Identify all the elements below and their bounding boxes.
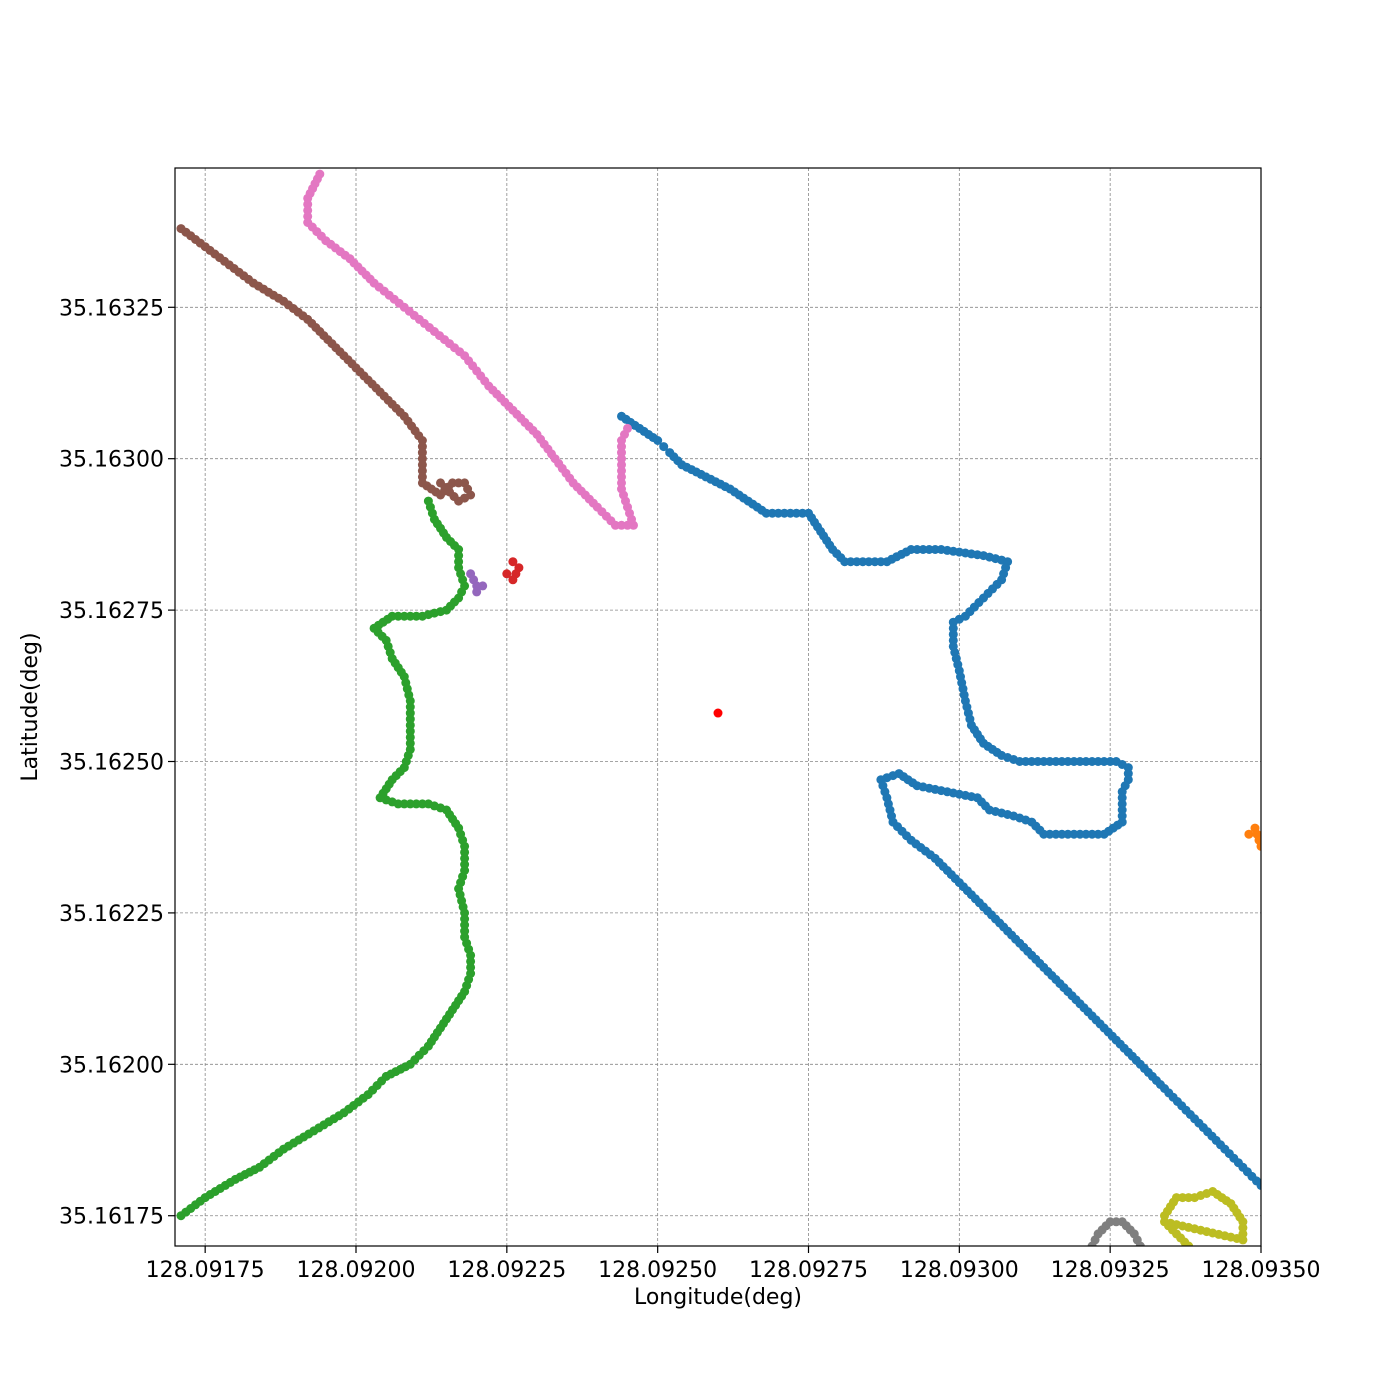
y-axis-ticks: 35.16175 35.16200 35.16225 35.16250 35.16275… [59,296,175,1230]
x-tick-label: 128.09250 [598,1258,717,1283]
y-tick-label: 35.16325 [59,296,164,321]
series-3 [176,496,476,1221]
data-point [1244,829,1254,839]
data-point [423,496,433,506]
x-tick-label: 128.09225 [447,1258,566,1283]
y-tick-label: 35.16275 [59,599,164,624]
y-tick-label: 35.16225 [59,902,164,927]
center-point [713,708,723,718]
y-tick-label: 35.16250 [59,751,164,776]
data-point [1135,1241,1145,1246]
x-tick-label: 128.09200 [297,1258,416,1283]
data-point [478,581,488,591]
data-point [472,587,482,597]
plot-area [176,169,1261,1246]
series-2 [1244,823,1261,851]
series-5 [466,569,488,597]
data-point [436,478,445,488]
data-point [659,442,669,452]
x-axis-ticks: 128.09175 128.09200 128.09225 128.09250 128.… [146,1246,1321,1283]
series-1 [617,411,1261,1190]
plot-frame [174,167,1262,1247]
series-6 [176,224,476,506]
data-points [176,169,1261,1246]
y-axis-label: Latitude(deg) [18,632,43,781]
series-7 [303,169,638,530]
y-tick-label: 35.16300 [59,448,164,473]
series-9 [1160,1187,1248,1246]
series-8 [1087,1217,1145,1246]
data-point [508,575,518,585]
data-point [1256,841,1261,851]
x-tick-label: 128.09175 [146,1258,265,1283]
data-point [508,557,518,567]
series-4 [502,557,524,585]
x-axis-label: Longitude(deg) [634,1285,802,1310]
data-point [623,423,632,433]
y-tick-label: 35.16175 [59,1205,164,1230]
data-point [1184,1241,1194,1246]
x-tick-label: 128.09275 [749,1258,868,1283]
x-tick-label: 128.09325 [1051,1258,1170,1283]
data-point [1256,1180,1261,1190]
data-point [502,569,512,579]
data-point [653,436,663,445]
y-tick-label: 35.16200 [59,1053,164,1078]
grid-lines [175,168,1262,1246]
x-tick-label: 128.09350 [1202,1258,1321,1283]
x-tick-label: 128.09300 [900,1258,1019,1283]
